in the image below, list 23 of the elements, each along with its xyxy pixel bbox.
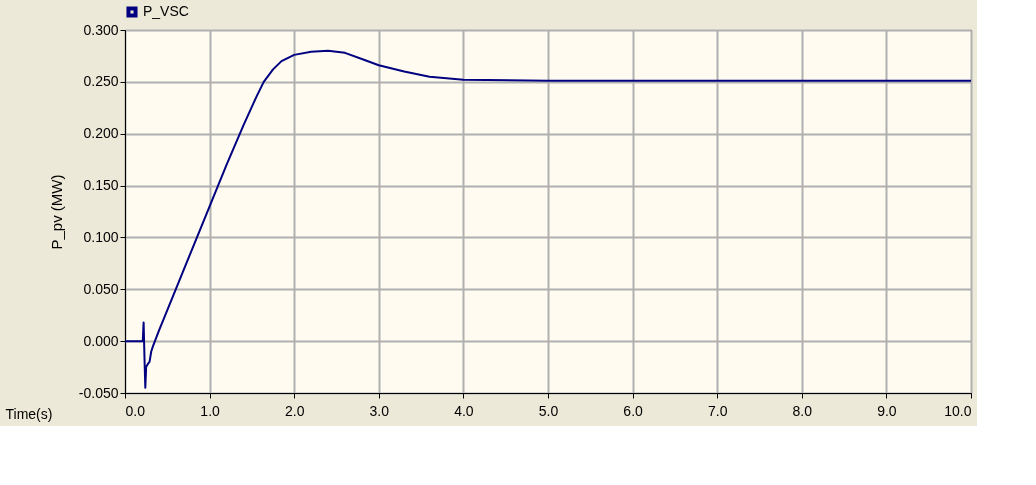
x-tick-label: 9.0 — [877, 402, 897, 419]
x-tick-label: 2.0 — [284, 402, 305, 419]
x-axis-title: Time(s) — [5, 405, 53, 422]
y-axis-title: P_pv (MW) — [47, 174, 65, 250]
y-tick-label: 0.300 — [83, 21, 119, 38]
x-tick-label: 5.0 — [538, 402, 559, 419]
legend-label: P_VSC — [143, 3, 189, 19]
y-tick-label: 0.000 — [83, 332, 119, 349]
x-tick-label: 0.0 — [125, 402, 146, 419]
y-tick-label: 0.100 — [83, 228, 119, 245]
x-tick-label: 6.0 — [623, 402, 644, 419]
x-tick-label: 3.0 — [369, 402, 390, 419]
x-tick-label: 8.0 — [792, 402, 813, 419]
y-tick-label: 0.150 — [83, 177, 119, 194]
x-tick-label: 4.0 — [454, 402, 474, 419]
x-tick-label: 10.0 — [944, 402, 972, 419]
x-tick-label: 1.0 — [200, 402, 221, 419]
x-tick-label: 7.0 — [707, 402, 728, 419]
line-series — [124, 49, 972, 389]
y-tick-label: 0.200 — [83, 125, 119, 142]
y-tick-label: 0.250 — [83, 73, 119, 90]
y-tick-label: 0.050 — [83, 280, 119, 297]
y-tick-label: -0.050 — [78, 384, 119, 401]
